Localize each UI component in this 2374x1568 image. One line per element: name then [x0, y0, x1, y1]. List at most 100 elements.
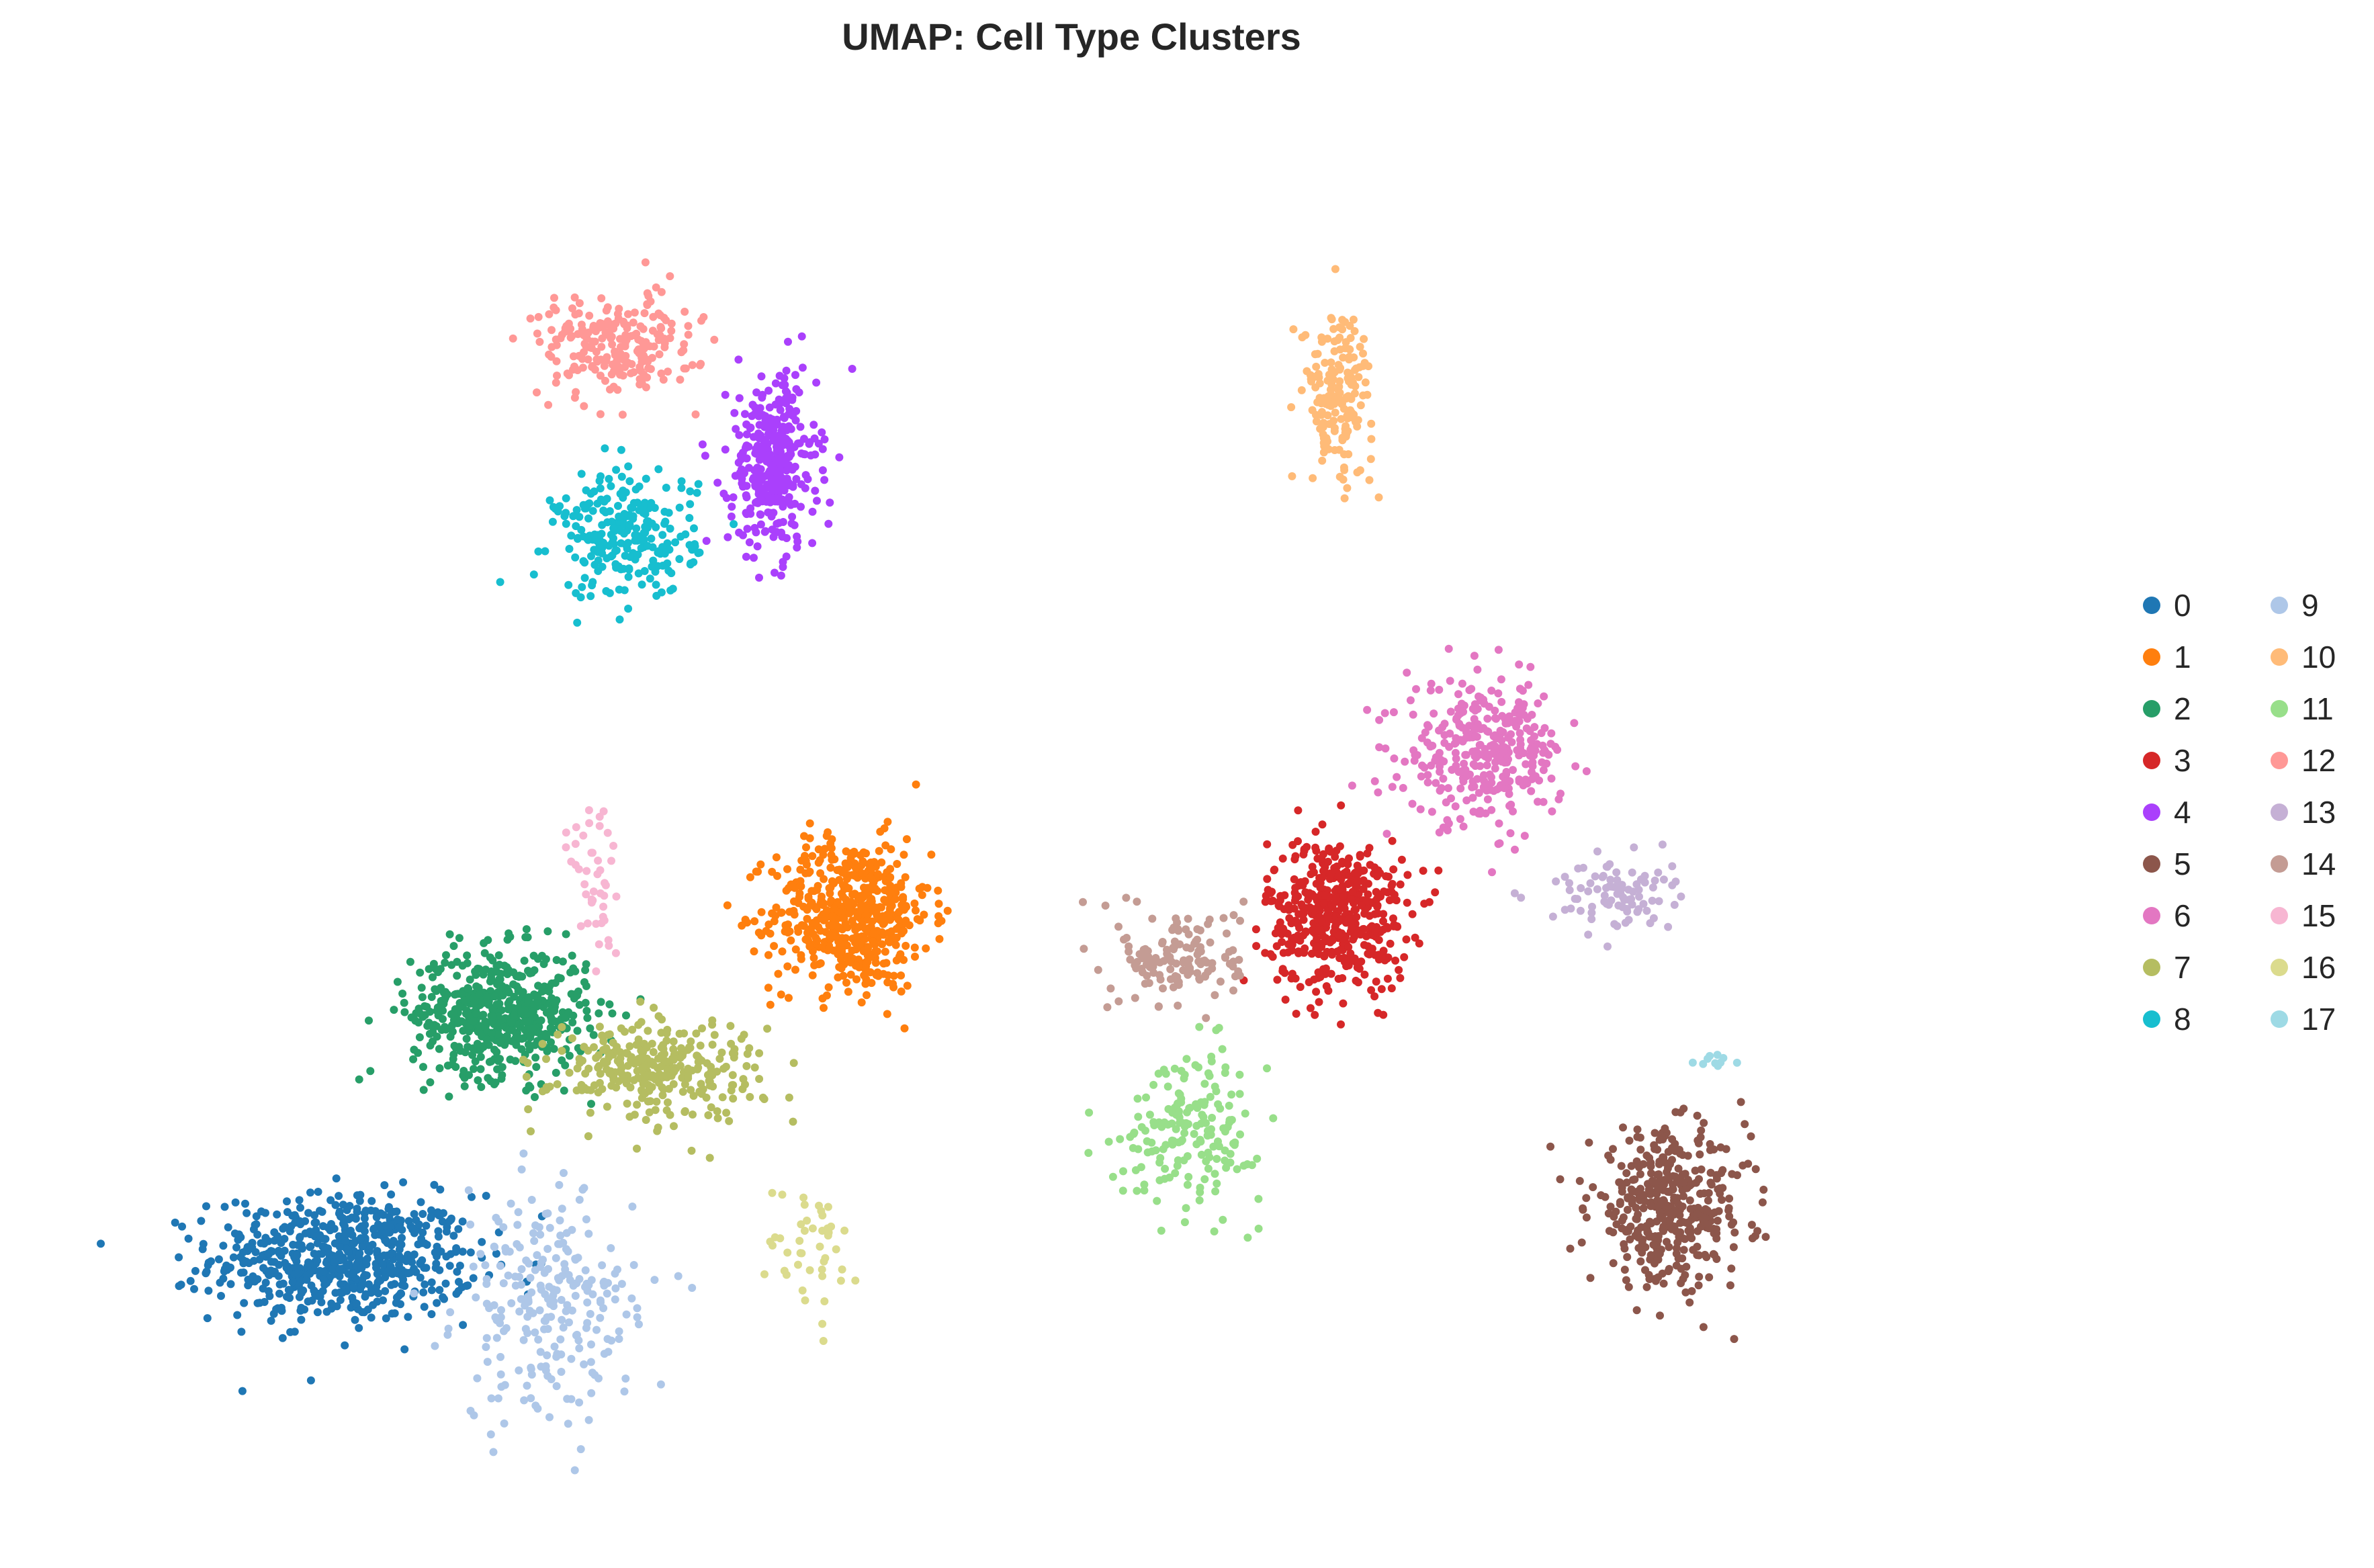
point-cluster-9: [497, 1306, 505, 1315]
point-cluster-2: [514, 1033, 523, 1042]
point-cluster-1: [879, 959, 888, 968]
point-cluster-2: [514, 987, 523, 996]
point-cluster-8: [640, 567, 649, 575]
point-cluster-14: [1106, 984, 1115, 993]
point-cluster-11: [1236, 1130, 1244, 1139]
point-cluster-11: [1213, 1179, 1221, 1188]
point-cluster-1: [852, 975, 861, 984]
point-cluster-8: [582, 486, 590, 494]
point-cluster-8: [608, 551, 617, 560]
point-cluster-10: [1374, 493, 1383, 502]
point-cluster-0: [454, 1287, 463, 1295]
point-cluster-1: [803, 861, 811, 869]
point-cluster-3: [1338, 974, 1347, 982]
point-cluster-3: [1390, 890, 1399, 899]
point-cluster-0: [393, 1215, 402, 1224]
point-cluster-13: [1638, 875, 1647, 883]
point-cluster-2: [502, 1031, 511, 1040]
point-cluster-3: [1344, 860, 1352, 869]
point-cluster-5: [1705, 1273, 1714, 1282]
point-cluster-9: [545, 1413, 554, 1422]
point-cluster-9: [527, 1196, 536, 1204]
point-cluster-9: [527, 1370, 536, 1379]
point-cluster-4: [753, 542, 762, 551]
point-cluster-8: [665, 546, 674, 554]
point-cluster-8: [614, 562, 623, 571]
point-cluster-2: [486, 1077, 495, 1086]
point-cluster-0: [395, 1260, 403, 1269]
point-cluster-4: [752, 388, 761, 397]
point-cluster-9: [543, 1313, 552, 1321]
point-cluster-5: [1609, 1228, 1618, 1237]
point-cluster-10: [1327, 314, 1335, 322]
point-cluster-7: [603, 1102, 611, 1111]
point-cluster-9: [531, 1221, 539, 1229]
point-cluster-4: [778, 381, 787, 390]
point-cluster-0: [367, 1313, 376, 1322]
point-cluster-6: [1554, 795, 1563, 803]
point-cluster-3: [1317, 917, 1326, 926]
point-cluster-3: [1411, 933, 1419, 942]
point-cluster-5: [1679, 1246, 1688, 1254]
point-cluster-1: [920, 910, 928, 919]
point-cluster-11: [1213, 1155, 1221, 1163]
point-cluster-0: [466, 1248, 475, 1257]
point-cluster-6: [1380, 709, 1389, 717]
point-cluster-3: [1291, 974, 1300, 983]
point-cluster-1: [825, 945, 834, 953]
point-cluster-3: [1374, 1008, 1382, 1017]
point-cluster-7: [558, 1022, 566, 1031]
point-cluster-6: [1479, 771, 1488, 779]
point-cluster-5: [1606, 1203, 1615, 1211]
point-cluster-0: [367, 1289, 376, 1297]
point-cluster-6: [1451, 748, 1460, 757]
point-cluster-9: [611, 1284, 620, 1293]
cluster-3-points: [1239, 801, 1443, 1029]
point-cluster-5: [1586, 1274, 1595, 1282]
point-cluster-7: [676, 1053, 685, 1062]
point-cluster-3: [1376, 869, 1384, 877]
point-cluster-3: [1263, 875, 1272, 883]
point-cluster-8: [554, 507, 562, 516]
point-cluster-15: [596, 866, 605, 875]
point-cluster-1: [826, 863, 835, 872]
point-cluster-9: [627, 1294, 636, 1303]
point-cluster-1: [842, 862, 850, 871]
point-cluster-1: [822, 991, 831, 1000]
point-cluster-9: [622, 1310, 631, 1319]
point-cluster-9: [476, 1250, 485, 1258]
point-cluster-3: [1371, 927, 1380, 936]
point-cluster-1: [886, 916, 894, 924]
point-cluster-8: [632, 524, 641, 533]
point-cluster-1: [862, 962, 871, 971]
point-cluster-8: [586, 592, 595, 601]
point-cluster-4: [723, 533, 732, 541]
point-cluster-5: [1638, 1238, 1646, 1247]
point-cluster-9: [513, 1221, 522, 1229]
point-cluster-11: [1192, 1140, 1201, 1149]
point-cluster-4: [735, 394, 744, 402]
point-cluster-13: [1649, 914, 1658, 922]
point-cluster-5: [1620, 1266, 1629, 1274]
point-cluster-11: [1227, 1090, 1236, 1099]
point-cluster-0: [349, 1269, 358, 1278]
point-cluster-6: [1468, 705, 1477, 713]
point-cluster-6: [1388, 783, 1397, 791]
point-cluster-7: [644, 1097, 652, 1106]
point-cluster-4: [737, 465, 746, 474]
point-cluster-2: [442, 951, 450, 959]
point-cluster-8: [625, 520, 634, 529]
point-cluster-11: [1171, 1169, 1180, 1178]
point-cluster-15: [562, 843, 570, 852]
point-cluster-1: [814, 845, 823, 854]
point-cluster-0: [335, 1272, 344, 1280]
point-cluster-5: [1618, 1187, 1626, 1196]
point-cluster-7: [708, 1041, 717, 1049]
point-cluster-5: [1672, 1250, 1681, 1258]
point-cluster-7: [623, 1099, 631, 1108]
point-cluster-7: [602, 1044, 611, 1053]
point-cluster-6: [1447, 794, 1455, 803]
point-cluster-3: [1325, 875, 1334, 883]
point-cluster-15: [609, 842, 618, 850]
point-cluster-11: [1180, 1156, 1188, 1165]
